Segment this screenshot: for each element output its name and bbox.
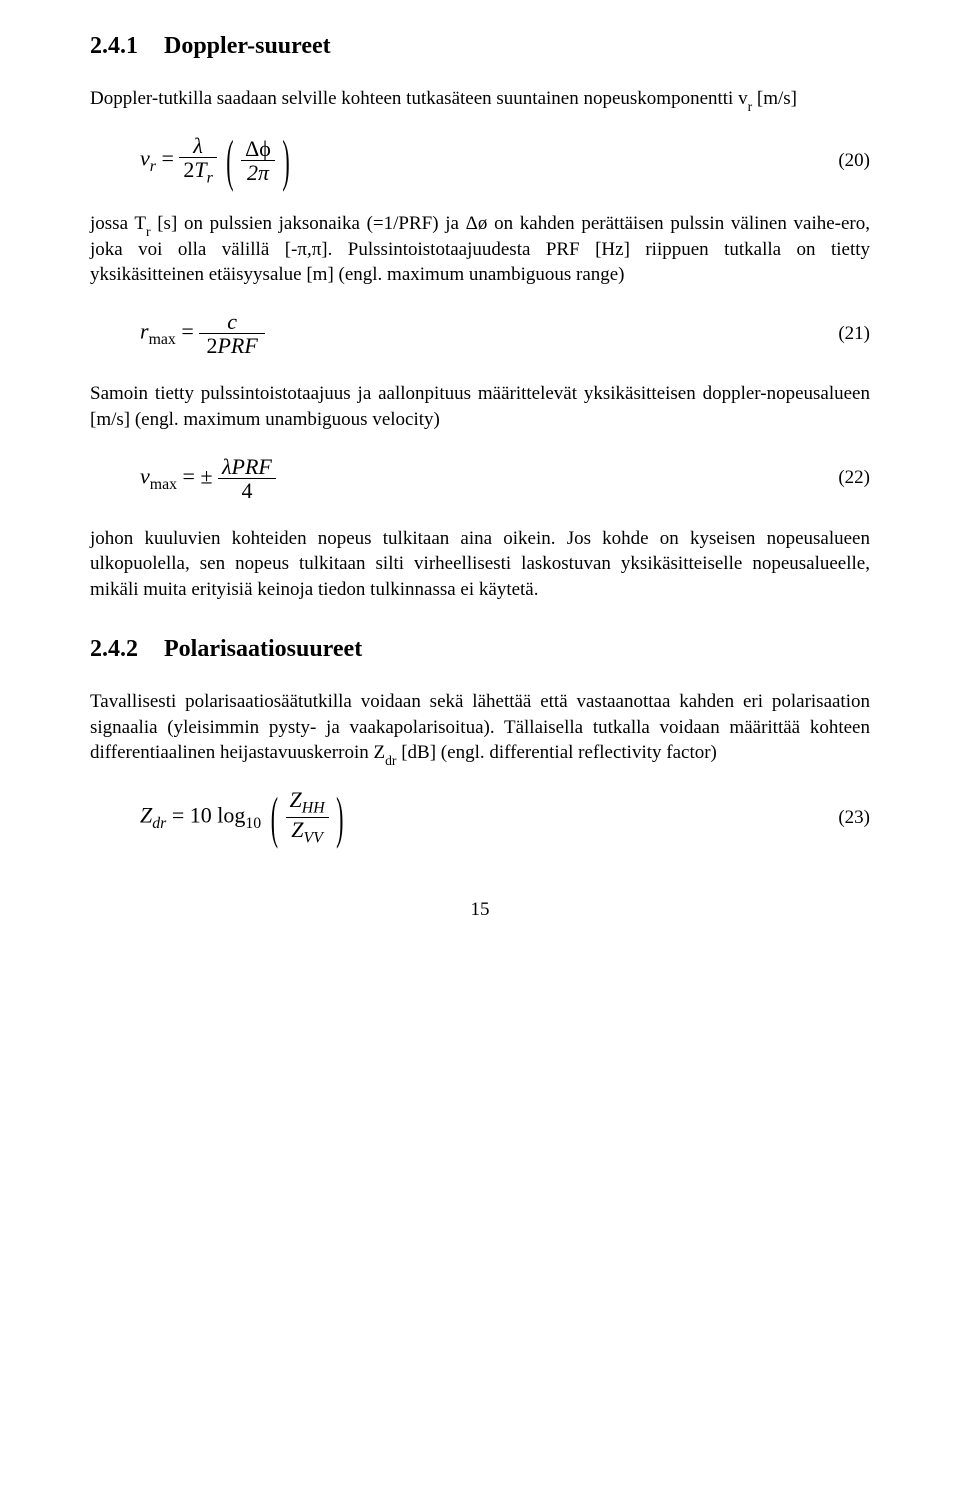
eq21-f-den-2: 2 (206, 333, 217, 358)
eq20-f1-den-2: 2 (183, 157, 194, 182)
eq20-f2-num: Δϕ (241, 137, 275, 161)
equation-22: vmax = ± λPRF 4 (90, 455, 810, 502)
para-242-1: Tavallisesti polarisaatiosäätutkilla voi… (90, 689, 870, 766)
para-241-2b: [s] on pulssien jaksonaika (=1/PRF) ja Δ… (90, 213, 870, 285)
eq23-ten: 10 (190, 803, 212, 828)
eq23-rparen: ) (336, 779, 343, 856)
eq20-eq: = (161, 146, 179, 171)
eq20-number: (20) (810, 148, 870, 174)
eq21-eq: = (181, 319, 199, 344)
eq21-lhs-sub: max (149, 331, 176, 348)
eq21-f-num: c (203, 309, 261, 334)
eq21-frac: c 2PRF (199, 310, 265, 357)
para-241-1b: [m/s] (752, 88, 797, 109)
eq22-eq: = ± (183, 463, 218, 488)
eq23-f-num-Z: Z (290, 787, 302, 812)
eq22-f-num-PRF: PRF (232, 454, 272, 479)
eq22-lhs-sub: max (150, 476, 177, 493)
eq23-log-sub: 10 (245, 815, 261, 832)
equation-20-row: vr = λ 2Tr ( Δϕ 2π ) (20) (90, 134, 870, 187)
eq20-frac1: λ 2Tr (179, 134, 216, 187)
equation-23-row: Zdr = 10 log10 ( ZHH ZVV ) (23) (90, 788, 870, 847)
equation-21: rmax = c 2PRF (90, 310, 810, 357)
section-242-num: 2.4.2 (90, 633, 164, 665)
eq22-f-den: 4 (218, 479, 276, 502)
equation-22-row: vmax = ± λPRF 4 (22) (90, 455, 870, 502)
eq20-f2-den: 2π (247, 160, 269, 185)
section-241-title: Doppler-suureet (164, 33, 331, 59)
eq20-rparen: ) (282, 122, 289, 199)
equation-23: Zdr = 10 log10 ( ZHH ZVV ) (90, 788, 810, 847)
eq22-number: (22) (810, 465, 870, 491)
section-242-heading: 2.4.2Polarisaatiosuureet (90, 633, 870, 665)
page-number: 15 (90, 897, 870, 923)
eq21-number: (21) (810, 321, 870, 347)
eq22-lhs-v: v (140, 463, 150, 488)
eq23-number: (23) (810, 805, 870, 831)
para-241-2: jossa Tr [s] on pulssien jaksonaika (=1/… (90, 211, 870, 288)
section-241-heading: 2.4.1Doppler-suureet (90, 30, 870, 62)
para-241-2a-sub: r (146, 224, 151, 239)
eq20-f1-den-sub: r (207, 170, 213, 187)
eq23-lhs-Z: Z (140, 803, 152, 828)
eq22-frac: λPRF 4 (218, 455, 276, 502)
para-241-1a-sub: r (748, 99, 753, 114)
para-241-1a: Doppler-tutkilla saadaan selville kohtee… (90, 88, 748, 109)
eq20-f1-num: λ (193, 133, 203, 158)
eq23-f-den-Z: Z (291, 817, 303, 842)
eq23-f-num-sub: HH (302, 799, 325, 816)
eq23-log: log (217, 803, 245, 828)
para-241-3: Samoin tietty pulssintoistotaajuus ja aa… (90, 381, 870, 432)
eq23-lhs-sub: dr (152, 815, 166, 832)
section-241-num: 2.4.1 (90, 30, 164, 62)
para-242-1a-sub: dr (385, 753, 396, 768)
eq20-lhs-v: v (140, 146, 150, 171)
para-241-4: johon kuuluvien kohteiden nopeus tulkita… (90, 526, 870, 603)
equation-20: vr = λ 2Tr ( Δϕ 2π ) (90, 134, 810, 187)
eq23-f-den-sub: VV (304, 829, 323, 846)
eq23-lparen: ( (271, 779, 278, 856)
eq23-frac: ZHH ZVV (286, 788, 329, 847)
equation-21-row: rmax = c 2PRF (21) (90, 310, 870, 357)
eq20-frac2: Δϕ 2π (241, 137, 275, 184)
section-242-title: Polarisaatiosuureet (164, 636, 362, 662)
eq20-lparen: ( (226, 122, 233, 199)
eq23-eq1: = (172, 803, 190, 828)
eq21-f-den-PRF: PRF (217, 333, 257, 358)
para-241-2a: jossa T (90, 213, 146, 234)
eq21-lhs-r: r (140, 319, 149, 344)
para-242-1b: [dB] (engl. differential reflectivity fa… (396, 742, 716, 763)
page: 2.4.1Doppler-suureet Doppler-tutkilla sa… (0, 0, 960, 963)
eq22-f-num-lambda: λ (222, 454, 232, 479)
para-241-1: Doppler-tutkilla saadaan selville kohtee… (90, 86, 870, 112)
eq20-f1-den-T: T (194, 157, 206, 182)
eq20-lhs-sub: r (150, 158, 156, 175)
